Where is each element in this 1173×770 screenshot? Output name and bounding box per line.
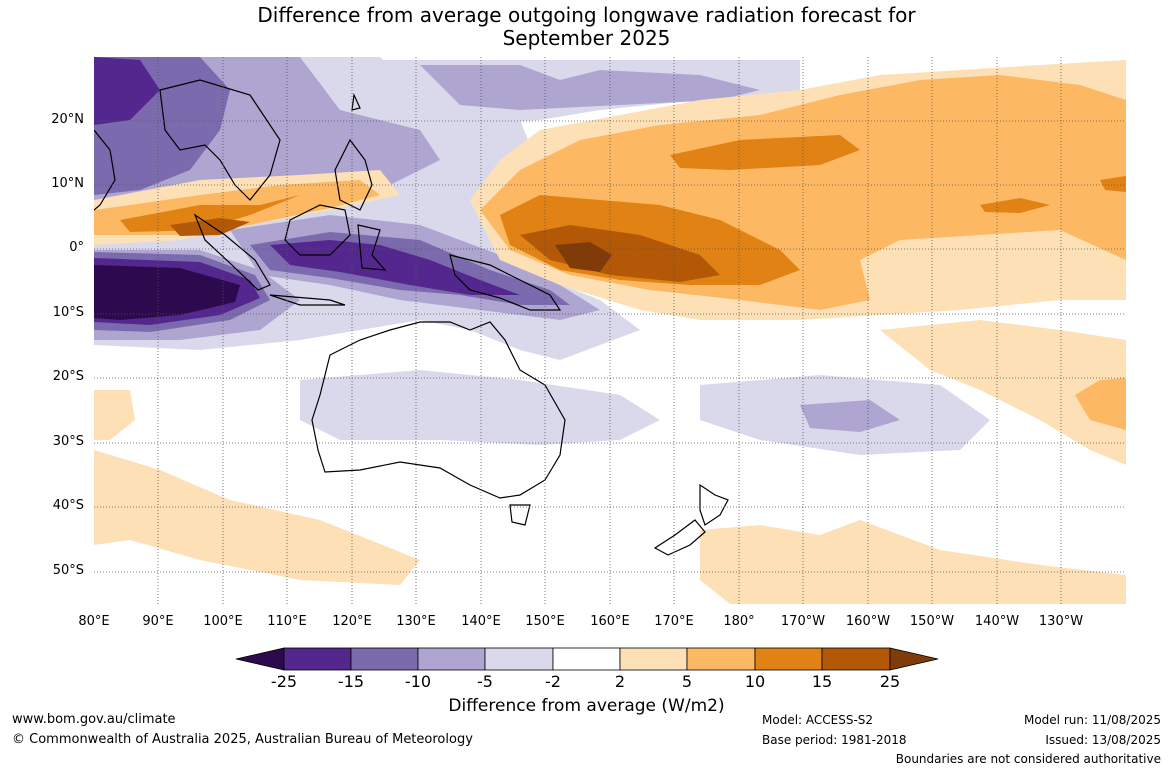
field-darkest-purple-south	[94, 265, 240, 320]
colorbar-label-10: 10	[744, 672, 766, 691]
lat-label-40s: 40°S	[52, 498, 84, 513]
field-mid-orange-southeast	[1075, 378, 1126, 430]
colorbar-bin-9	[821, 647, 891, 671]
field-dark-orange-east	[980, 198, 1050, 213]
colorbar-bin-4	[484, 647, 554, 671]
issued-date: Issued: 13/08/2025	[1045, 733, 1161, 747]
chart-title: Difference from average outgoing longwav…	[0, 4, 1173, 50]
sumatra-outline	[193, 213, 271, 291]
colorbar-title: Difference from average (W/m2)	[448, 696, 725, 716]
colorbar-bin-6	[619, 647, 688, 671]
lon-label-130e: 130°E	[396, 614, 436, 629]
lon-label-160e: 160°E	[590, 614, 630, 629]
colorbar-bin-7	[686, 647, 756, 671]
lon-label-160w: 160°W	[845, 614, 891, 629]
java-outline	[269, 294, 346, 306]
colorbar-label-neg2: -2	[545, 672, 561, 691]
lon-label-140w: 140°W	[974, 614, 1020, 629]
lat-label-30s: 30°S	[52, 434, 84, 449]
field-deep-purple-northwest	[94, 57, 160, 125]
colorbar-label-neg5: -5	[477, 672, 493, 691]
colorbar-label-neg10: -10	[404, 672, 432, 691]
lat-label-20s: 20°S	[52, 369, 84, 384]
colorbar-arrow-min	[235, 647, 285, 671]
field-dark-orange-north	[670, 135, 860, 170]
website-link[interactable]: www.bom.gov.au/climate	[12, 712, 176, 727]
anomaly-fields	[94, 57, 1126, 604]
philippines-outline	[334, 138, 373, 211]
colorbar-label-25: 25	[879, 672, 901, 691]
copyright-text: © Commonwealth of Australia 2025, Austra…	[12, 732, 473, 747]
lat-label-10s: 10°S	[52, 305, 84, 320]
colorbar-label-15: 15	[811, 672, 833, 691]
lon-label-170e: 170°E	[654, 614, 694, 629]
colorbar-bin-1	[283, 647, 352, 671]
field-deep-purple-maritime	[270, 240, 520, 295]
lon-label-130w: 130°W	[1038, 614, 1084, 629]
tasmania-outline	[509, 504, 531, 526]
new-zealand-north-outline	[699, 483, 729, 526]
coastlines	[94, 79, 729, 556]
field-light-orange-west	[94, 390, 135, 440]
lon-label-140e: 140°E	[461, 614, 501, 629]
colorbar	[235, 647, 939, 671]
lon-label-110e: 110°E	[267, 614, 307, 629]
colorbar-label-neg25: -25	[270, 672, 298, 691]
field-mid-purple-north	[420, 65, 760, 110]
base-period: Base period: 1981-2018	[762, 733, 907, 747]
colorbar-bin-5	[552, 647, 621, 671]
colorbar-label-5: 5	[681, 672, 693, 691]
graticule	[94, 57, 1126, 604]
field-light-orange-southwest	[94, 450, 420, 585]
australia-outline	[311, 321, 566, 499]
lon-label-90e: 90°E	[142, 614, 174, 629]
field-light-orange-south	[700, 520, 1126, 604]
field-light-purple-australia	[300, 370, 660, 445]
sulawesi-outline	[357, 224, 387, 271]
lat-label-50s: 50°S	[52, 563, 84, 578]
boundaries-disclaimer: Boundaries are not considered authoritat…	[895, 752, 1161, 766]
field-darkest-brown-equator	[555, 242, 612, 272]
model-name: Model: ACCESS-S2	[762, 713, 874, 727]
title-line-1: Difference from average outgoing longwav…	[257, 3, 916, 27]
field-light-orange-southeast	[880, 320, 1126, 465]
lon-label-80e: 80°E	[78, 614, 110, 629]
lon-label-150w: 150°W	[909, 614, 955, 629]
field-mid-purple-pacific	[800, 400, 900, 432]
colorbar-label-neg15: -15	[337, 672, 365, 691]
field-dark-orange-far-east	[1100, 176, 1126, 192]
india-outline	[94, 129, 116, 211]
taiwan-outline	[351, 92, 361, 111]
lat-label-10n: 10°N	[51, 176, 84, 191]
colorbar-label-2: 2	[614, 672, 626, 691]
lat-label-20n: 20°N	[51, 112, 84, 127]
colorbar-arrow-max	[889, 647, 939, 671]
model-run-date: Model run: 11/08/2025	[1023, 713, 1161, 727]
lat-label-0: 0°	[69, 240, 84, 255]
lon-label-150e: 150°E	[525, 614, 565, 629]
field-brown-equator	[520, 225, 720, 282]
lon-label-120e: 120°E	[332, 614, 372, 629]
new-zealand-south-outline	[653, 519, 706, 556]
colorbar-bin-8	[754, 647, 823, 671]
indochina-outline	[159, 79, 281, 201]
colorbar-bin-2	[350, 647, 419, 671]
field-brown-west	[170, 218, 250, 236]
lon-label-170w: 170°W	[780, 614, 826, 629]
lon-label-100e: 100°E	[203, 614, 243, 629]
field-dark-orange-west	[120, 195, 300, 232]
borneo-outline	[284, 204, 351, 256]
colorbar-bin-3	[417, 647, 486, 671]
title-line-2: September 2025	[502, 26, 671, 50]
lon-label-180: 180°	[723, 614, 755, 629]
